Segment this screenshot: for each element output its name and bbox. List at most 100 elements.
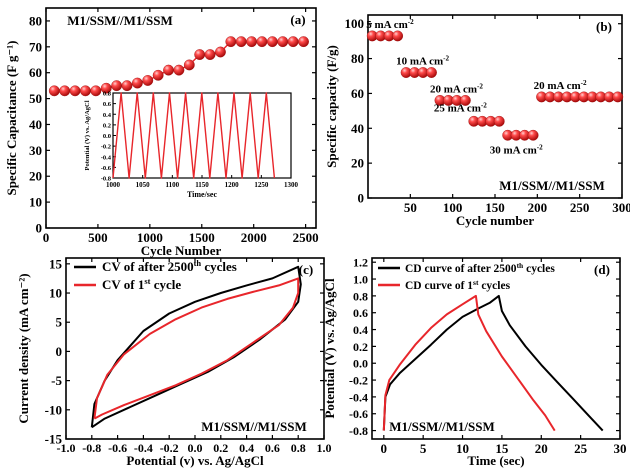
y-tick-label: 0.2 (353, 340, 368, 354)
data-point (142, 75, 154, 86)
legend-label: CV of 1st cycle (102, 276, 181, 292)
inset-x-tick-label: 1150 (195, 181, 209, 189)
plot-frame (371, 257, 621, 440)
x-tick-label: 30 (614, 441, 627, 456)
x-tick-label: 0.0 (188, 441, 203, 455)
x-tick-label: -0.6 (108, 441, 127, 455)
x-axis-label: Cycle number (456, 213, 535, 228)
y-tick-label: 20 (351, 156, 364, 171)
x-axis-label: Potential (v) vs. Ag/AgCl (126, 453, 264, 468)
y-tick-label: 50 (29, 91, 42, 106)
x-tick-label: 1500 (189, 230, 215, 245)
data-point (204, 49, 216, 60)
y-tick-label: 0.6 (353, 306, 368, 320)
y-tick-label: 10 (49, 286, 62, 301)
data-point (493, 115, 505, 127)
group-label: 10 mA cm-2 (396, 55, 449, 68)
x-tick-label: 250 (570, 200, 590, 215)
inset-y-tick-label: 0.8 (103, 91, 112, 98)
data-point (266, 36, 278, 48)
x-tick-label: -1.0 (57, 441, 76, 455)
inset-x-tick-label: 1250 (254, 181, 269, 189)
inset-series-line (112, 92, 276, 179)
panel-c: -1.0 -0.8 -0.6 -0.4 -0.2 0.0 0.2 0.4 0.6 0.8 1.0 -1… (16, 256, 332, 468)
inset-y-tick-label: -0.4 (101, 154, 112, 161)
y-tick-label: 1.0 (353, 273, 368, 287)
y-tick-label: -0.8 (349, 424, 368, 438)
data-point (152, 69, 164, 81)
data-point (163, 64, 174, 76)
y-tick-label: 80 (351, 51, 364, 66)
x-tick-label: 5 (420, 441, 427, 456)
series-line (90, 265, 302, 429)
x-tick-label: 0.4 (239, 441, 254, 455)
y-tick-label: 100 (345, 16, 365, 31)
inset-y-tick-label: -0.6 (101, 165, 112, 172)
data-point (90, 85, 102, 97)
plot-frame (45, 7, 317, 229)
data-point (121, 80, 133, 92)
y-tick-label: 20 (29, 169, 42, 184)
inset-x-tick-label: 1200 (225, 181, 240, 189)
y-axis-label: Specific capacity (F/g) (324, 45, 339, 168)
inset-y-tick-label: -0.8 (101, 176, 112, 183)
y-tick-label: 80 (29, 13, 42, 28)
group-label: 20 mA cm-2 (430, 82, 483, 95)
y-tick-label: 0 (56, 344, 63, 359)
x-tick-label: 300 (612, 200, 630, 215)
x-tick-label: 1000 (137, 230, 163, 245)
data-point (426, 67, 437, 78)
data-point (80, 85, 91, 97)
group-label: 25 mA cm-2 (434, 101, 487, 114)
data-point (111, 80, 123, 92)
inset-y-tick-label: 0.0 (103, 133, 111, 140)
group-label: 20 mA cm-2 (534, 79, 587, 92)
chart-title: M1/SSM//M1/SSM (201, 419, 306, 434)
x-tick-label: 100 (443, 200, 463, 215)
y-axis-label: Potential (V) vs. Ag/AgCl (322, 278, 337, 418)
y-tick-label: 40 (29, 117, 42, 132)
chart-title: M1/SSM//M1/SSM (389, 419, 494, 434)
series-line (382, 294, 604, 432)
data-point (287, 36, 299, 48)
x-axis-label: Time (sec) (467, 453, 524, 468)
y-tick-label: 0.0 (353, 357, 368, 371)
data-point (459, 95, 471, 106)
data-point (69, 85, 81, 97)
data-point (527, 129, 539, 141)
data-point (298, 36, 309, 48)
y-tick-label: 40 (351, 121, 364, 136)
inset-y-axis-label: Potential (V) vs. Ag/AgCl (84, 100, 91, 170)
x-tick-label: -0.4 (134, 441, 153, 455)
data-point (100, 82, 112, 94)
data-point (392, 30, 404, 42)
inset-y-tick-label: 0.2 (103, 122, 111, 129)
data-point (215, 46, 226, 58)
x-tick-label: -0.8 (82, 441, 101, 455)
x-tick-label: 2000 (241, 230, 267, 245)
data-point (277, 36, 289, 48)
x-tick-label: 50 (404, 200, 417, 215)
y-tick-label: 0.4 (353, 323, 368, 337)
y-tick-label: -0.6 (349, 407, 368, 421)
x-tick-label: 1.0 (317, 441, 332, 455)
y-tick-label: -0.2 (349, 374, 368, 388)
panel-label: (d) (594, 262, 610, 277)
y-axis-label: Current density (mA cm⁻²) (16, 273, 31, 423)
y-tick-label: 70 (29, 39, 42, 54)
legend-label: CD curve of 1st cycles (405, 278, 511, 293)
y-tick-label: 0 (358, 191, 365, 206)
legend-label: CD curve of after 2500th cycles (405, 261, 555, 276)
y-tick-label: -10 (45, 402, 62, 417)
x-tick-label: 25 (574, 441, 588, 456)
plot-frame (367, 14, 623, 199)
inset-frame (112, 92, 292, 179)
inset-y-tick-label: -0.2 (101, 144, 111, 151)
y-tick-label: 1.2 (353, 256, 368, 270)
series-line (382, 294, 556, 432)
x-tick-label: -0.2 (160, 441, 179, 455)
data-point (173, 64, 185, 76)
data-point (59, 85, 71, 97)
data-point (183, 59, 195, 71)
